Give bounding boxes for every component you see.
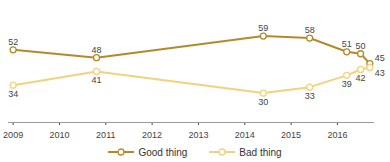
svg-text:2012: 2012: [142, 130, 162, 140]
svg-text:30: 30: [258, 97, 268, 107]
svg-text:41: 41: [92, 75, 102, 85]
svg-text:43: 43: [375, 68, 385, 78]
svg-text:45: 45: [375, 53, 385, 63]
svg-text:59: 59: [258, 23, 268, 33]
svg-text:42: 42: [356, 73, 366, 83]
html-text:Good thing: Good thing: [138, 146, 188, 158]
svg-text:2009: 2009: [3, 130, 23, 140]
svg-text:33: 33: [305, 91, 315, 101]
svg-text:2014: 2014: [235, 130, 255, 140]
svg-text:51: 51: [342, 39, 352, 49]
svg-text:2013: 2013: [188, 130, 208, 140]
svg-text:2011: 2011: [96, 130, 115, 140]
svg-text:48: 48: [92, 45, 102, 55]
svg-text:58: 58: [305, 25, 315, 35]
svg-text:34: 34: [8, 89, 18, 99]
svg-text:2010: 2010: [49, 130, 69, 140]
svg-text:2016: 2016: [327, 130, 347, 140]
svg-text:2015: 2015: [281, 130, 301, 140]
svg-text:39: 39: [342, 79, 352, 89]
svg-text:50: 50: [356, 41, 366, 51]
html-text:Bad thing: Bad thing: [239, 146, 282, 158]
svg-text:52: 52: [8, 37, 18, 47]
